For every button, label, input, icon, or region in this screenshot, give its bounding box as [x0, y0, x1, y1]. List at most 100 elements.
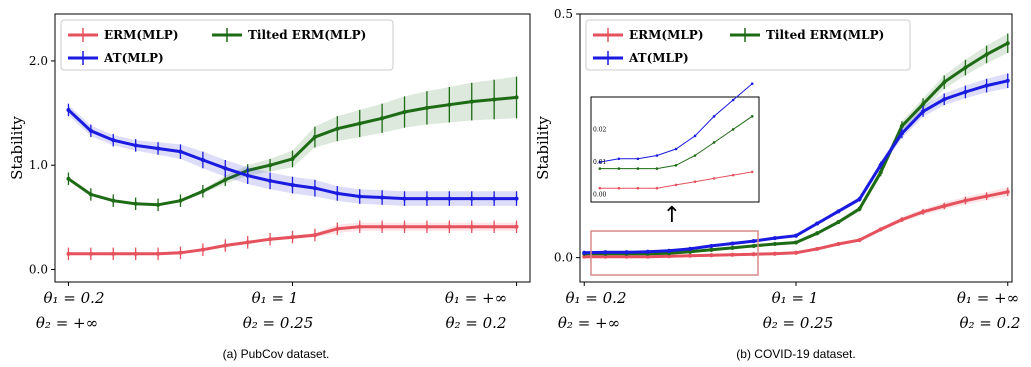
data-point-at-mlp [312, 186, 317, 191]
data-point-at-mlp [380, 195, 385, 200]
y-tick-label: 0.0 [554, 251, 573, 265]
data-point-erm-mlp [514, 224, 519, 229]
data-point-tilted-erm-mlp [402, 110, 407, 115]
data-point-tilted-erm-mlp [268, 163, 273, 168]
data-point-erm-mlp [447, 224, 452, 229]
inset-data-point-at-mlp [636, 157, 640, 161]
data-point-tilted-erm-mlp [1005, 41, 1010, 46]
data-point-erm-mlp [815, 246, 820, 251]
data-point-at-mlp [582, 250, 587, 255]
x-category-label-line1: θ₁ = +∞ [445, 289, 507, 307]
inset-data-point-tilted-erm-mlp [712, 141, 716, 144]
legend-label-at: AT(MLP) [103, 51, 164, 65]
data-point-erm-mlp [245, 240, 250, 245]
plot-area [66, 76, 519, 286]
data-point-at-mlp [268, 178, 273, 183]
inset-data-point-at-mlp [674, 147, 678, 151]
data-point-tilted-erm-mlp [66, 176, 71, 181]
inset-y-tick-label: 0.01 [593, 159, 606, 166]
y-axis-label: Stability [534, 116, 552, 180]
data-point-erm-mlp [223, 243, 228, 248]
inset-data-point-tilted-erm-mlp [693, 154, 697, 157]
data-point-tilted-erm-mlp [751, 243, 756, 248]
data-point-tilted-erm-mlp [469, 99, 474, 104]
data-point-erm-mlp [1005, 189, 1010, 194]
x-category-label-line1: θ₁ = 1 [252, 289, 299, 307]
data-point-tilted-erm-mlp [815, 231, 820, 236]
data-point-tilted-erm-mlp [942, 80, 947, 85]
data-point-tilted-erm-mlp [878, 170, 883, 175]
data-point-at-mlp [666, 248, 671, 253]
data-point-erm-mlp [312, 233, 317, 238]
y-axis-ticks: 0.0 0.5 [554, 7, 580, 265]
inset-data-point-at-mlp [712, 115, 716, 118]
inset-data-point-tilted-erm-mlp [598, 167, 602, 170]
inset-plot-area [598, 82, 754, 190]
data-point-at-mlp [942, 97, 947, 102]
data-point-at-mlp [751, 239, 756, 244]
inset-data-point-at-mlp [750, 82, 754, 85]
data-point-erm-mlp [402, 224, 407, 229]
data-point-at-mlp [772, 236, 777, 241]
plot-area [582, 33, 1010, 286]
data-point-at-mlp [245, 173, 250, 178]
panel-covid: Stability 0.0 0.5 θ₁ = 0.2 θ₂ = +∞ θ₁ = … [534, 7, 1021, 361]
x-category-label-line1: θ₁ = +∞ [957, 289, 1019, 307]
plot-frame [54, 13, 531, 283]
data-point-erm-mlp [878, 227, 883, 232]
inset-data-point-erm-mlp [674, 183, 678, 187]
data-point-erm-mlp [645, 254, 650, 259]
data-point-at-mlp [603, 250, 608, 255]
data-point-at-mlp [624, 250, 629, 255]
data-point-at-mlp [514, 196, 519, 201]
data-point-erm-mlp [200, 247, 205, 252]
data-point-at-mlp [357, 194, 362, 199]
data-point-erm-mlp [921, 209, 926, 214]
data-point-erm-mlp [751, 252, 756, 257]
legend-label-tilted-erm: Tilted ERM(MLP) [248, 28, 366, 42]
data-point-erm-mlp [666, 254, 671, 259]
data-point-at-mlp [223, 166, 228, 171]
data-point-tilted-erm-mlp [88, 192, 93, 197]
data-point-tilted-erm-mlp [514, 95, 519, 100]
data-point-at-mlp [1005, 78, 1010, 83]
data-point-at-mlp [815, 221, 820, 226]
data-point-at-mlp [200, 157, 205, 162]
y-tick-label: 1.0 [29, 158, 48, 172]
data-point-at-mlp [645, 249, 650, 254]
data-point-tilted-erm-mlp [857, 206, 862, 211]
y-axis-ticks: 0.0 1.0 2.0 [29, 54, 55, 277]
inset-data-point-at-mlp [655, 154, 659, 157]
data-point-erm-mlp [899, 217, 904, 222]
y-tick-label: 0.0 [29, 263, 48, 277]
data-point-erm-mlp [963, 198, 968, 203]
data-point-erm-mlp [178, 250, 183, 255]
data-point-tilted-erm-mlp [688, 249, 693, 254]
inset-data-point-erm-mlp [598, 186, 602, 190]
inset-data-point-tilted-erm-mlp [750, 115, 754, 118]
data-point-erm-mlp [857, 238, 862, 243]
data-point-at-mlp [424, 196, 429, 201]
inset-data-point-erm-mlp [712, 177, 716, 180]
data-point-tilted-erm-mlp [133, 201, 138, 206]
data-point-tilted-erm-mlp [709, 247, 714, 252]
data-point-at-mlp [963, 89, 968, 94]
zoom-region-box [590, 230, 759, 276]
x-category-label-line2: θ₂ = 0.25 [763, 314, 834, 332]
data-point-erm-mlp [66, 251, 71, 256]
y-tick-label: 0.5 [554, 7, 573, 21]
x-category-label-line1: θ₁ = 0.2 [565, 289, 626, 307]
caption-a: (a) PubCov dataset. [223, 347, 330, 361]
x-category-label-line1: θ₁ = 0.2 [43, 289, 104, 307]
inset-data-point-tilted-erm-mlp [731, 128, 735, 131]
data-point-tilted-erm-mlp [899, 124, 904, 129]
data-point-erm-mlp [424, 224, 429, 229]
data-point-tilted-erm-mlp [200, 189, 205, 194]
data-point-at-mlp [335, 191, 340, 196]
x-category-labels: θ₁ = 0.2 θ₂ = +∞ θ₁ = 1 θ₂ = 0.25 θ₁ = +… [36, 289, 507, 332]
data-point-at-mlp [984, 83, 989, 88]
data-point-tilted-erm-mlp [111, 198, 116, 203]
data-point-erm-mlp [111, 251, 116, 256]
data-point-erm-mlp [709, 253, 714, 258]
inset-data-point-tilted-erm-mlp [617, 167, 621, 170]
